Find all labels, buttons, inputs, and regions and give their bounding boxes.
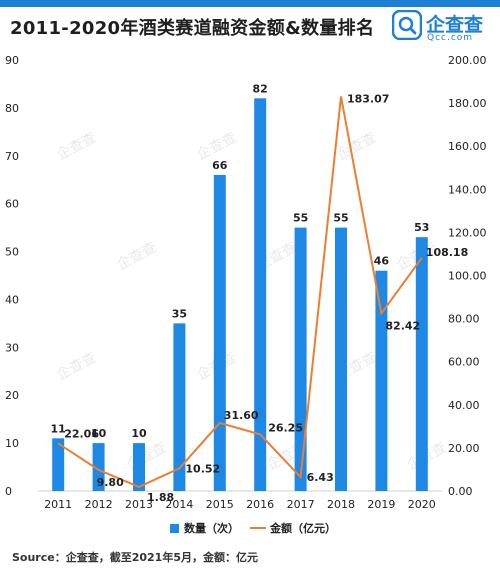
line-value-label: 108.18: [426, 246, 468, 259]
x-tick-label: 2019: [367, 498, 395, 511]
line-value-label: 31.60: [224, 409, 259, 422]
y-right-tick-label: 100.00: [448, 270, 487, 283]
y-right-tick-label: 180.00: [448, 97, 487, 110]
bar-mark: [375, 270, 388, 491]
bar-mark: [213, 174, 226, 491]
y-right-tick-label: 60.00: [448, 356, 480, 369]
y-left-tick-label: 0: [5, 485, 12, 498]
watermark-text: 企查查: [114, 239, 159, 274]
bar-value-label: 53: [414, 221, 429, 234]
bar-value-label: 10: [91, 427, 107, 440]
line-value-label: 26.25: [268, 421, 303, 434]
line-value-label: 22.06: [64, 427, 99, 440]
y-right-tick-label: 40.00: [448, 399, 480, 412]
watermark-text: 企查查: [54, 129, 99, 164]
y-left-tick-label: 40: [5, 293, 19, 306]
y-left-tick-label: 10: [5, 437, 19, 450]
legend-bar-label: 数量（次）: [184, 521, 239, 535]
bar-mark: [415, 237, 428, 491]
y-left-tick-label: 50: [5, 246, 19, 259]
top-accent-bar: [0, 0, 500, 7]
line-value-label: 1.88: [147, 491, 174, 504]
bar-series: [52, 98, 428, 492]
legend-bar-swatch: [170, 524, 179, 533]
logo-text: 企查查: [426, 14, 484, 36]
y-right-tick-label: 200.00: [448, 54, 487, 67]
watermark-text: 企查查: [54, 349, 99, 384]
x-tick-label: 2014: [165, 498, 193, 511]
bar-value-label: 10: [131, 427, 147, 440]
x-tick-label: 2020: [408, 498, 436, 511]
y-left-tick-label: 80: [5, 102, 19, 115]
y-right-tick-label: 120.00: [448, 226, 487, 239]
bar-value-label: 55: [293, 212, 308, 225]
chart-title: 2011-2020年酒类赛道融资金额&数量排名: [10, 18, 375, 39]
y-left-tick-label: 70: [5, 150, 19, 163]
axes-layer: 0 10 20 30 40 50 60 70 80 90 0.00 20.00 40.00 60.00 80…: [5, 54, 487, 511]
source-note: Source：企查查，截至2021年5月，金额：亿元: [12, 551, 258, 564]
logo-subtext: Qcc.com: [427, 33, 474, 43]
x-tick-label: 2018: [327, 498, 355, 511]
qcc-magnifier-icon: [392, 10, 422, 40]
bar-value-label: 55: [333, 212, 348, 225]
bar-value-label: 11: [51, 422, 66, 435]
line-value-label: 9.80: [97, 476, 124, 489]
legend: 数量（次） 金额（亿元）: [170, 521, 336, 535]
y-left-tick-label: 20: [5, 389, 19, 402]
y-left-tick-label: 60: [5, 198, 19, 211]
x-tick-label: 2016: [246, 498, 274, 511]
y-right-tick-label: 0.00: [448, 485, 473, 498]
y-right-tick-label: 80.00: [448, 313, 480, 326]
bar-mark: [52, 438, 65, 491]
watermark-text: 企查查: [334, 129, 379, 164]
brand-logo: 企查查 Qcc.com: [392, 8, 496, 46]
bar-mark: [173, 323, 186, 491]
amount-line: [57, 96, 423, 489]
bar-mark: [92, 443, 105, 491]
y-left-tick-label: 30: [5, 341, 19, 354]
y-right-tick-label: 140.00: [448, 183, 487, 196]
legend-line-label: 金额（亿元）: [269, 521, 336, 535]
x-tick-label: 2011: [44, 498, 72, 511]
x-tick-label: 2015: [206, 498, 234, 511]
bar-value-label: 82: [253, 82, 268, 95]
bar-value-label: 35: [172, 307, 187, 320]
bar-mark: [133, 443, 145, 491]
x-tick-label: 2013: [125, 498, 153, 511]
data-labels: 11 10 10 35 66 82 55 55 46 53 22.06 9.80 1.88 10.52 31…: [51, 82, 469, 504]
line-value-label: 6.43: [307, 471, 334, 484]
line-value-label: 10.52: [185, 462, 220, 475]
bar-mark: [294, 227, 307, 491]
bar-value-label: 66: [212, 159, 228, 172]
y-right-tick-label: 20.00: [448, 442, 480, 455]
line-series: [57, 96, 423, 489]
x-tick-label: 2017: [287, 498, 315, 511]
x-tick-label: 2012: [85, 498, 113, 511]
watermark-text: 企查查: [124, 439, 169, 474]
bar-value-label: 46: [374, 255, 390, 268]
line-value-label: 82.42: [385, 319, 420, 332]
bar-mark: [335, 227, 347, 491]
y-left-tick-label: 90: [5, 54, 19, 67]
line-value-label: 183.07: [347, 92, 389, 105]
bar-mark: [254, 98, 267, 492]
y-right-tick-label: 160.00: [448, 140, 487, 153]
